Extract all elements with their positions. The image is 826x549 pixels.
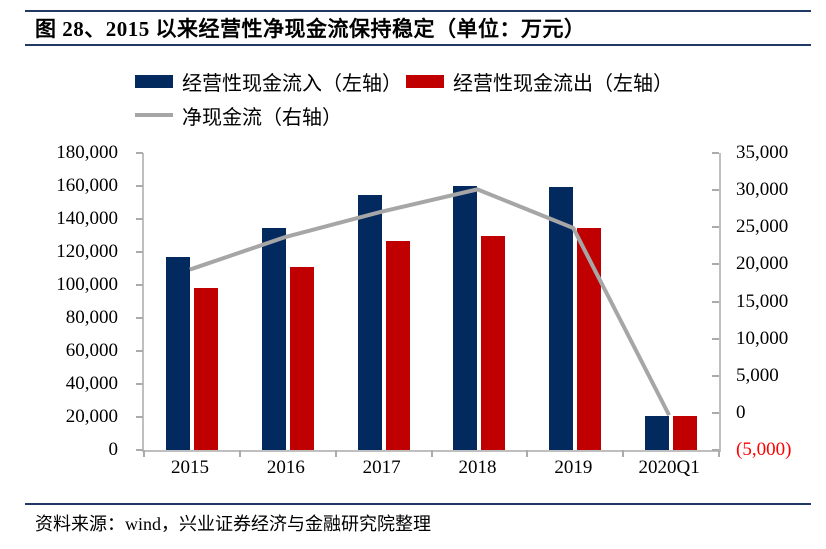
left-axis-label: 80,000 xyxy=(65,307,118,328)
legend-label-inflow: 经营性现金流入（左轴） xyxy=(182,72,402,95)
bar-inflow-2015 xyxy=(165,257,190,450)
bar-outflow-2020Q1 xyxy=(673,415,698,450)
chart-legend: 经营性现金流入（左轴） 经营性现金流出（左轴） 净现金流（右轴） xyxy=(135,64,785,132)
footer-rule xyxy=(25,503,811,505)
legend-item-outflow: 经营性现金流出（左轴） xyxy=(406,67,673,96)
bar-outflow-2018 xyxy=(481,236,506,450)
legend-item-net: 净现金流（右轴） xyxy=(135,101,342,130)
right-axis-tick xyxy=(712,337,719,340)
figure-title: 图 28、2015 以来经营性净现金流保持稳定（单位：万元） xyxy=(35,17,586,41)
plot-area xyxy=(136,152,721,457)
bar-inflow-2016 xyxy=(261,228,286,450)
left-axis-label: 60,000 xyxy=(65,340,118,361)
left-axis-tick xyxy=(136,350,143,352)
left-axis-label: 0 xyxy=(108,439,119,460)
x-axis-tick xyxy=(334,450,337,457)
left-axis-label: 160,000 xyxy=(56,175,118,196)
right-axis-tick xyxy=(712,449,719,451)
inflow-swatch-icon xyxy=(135,74,173,88)
outflow-swatch-icon xyxy=(406,74,444,88)
right-axis-label: 30,000 xyxy=(736,179,789,201)
left-axis-tick xyxy=(136,185,143,187)
right-axis-tick xyxy=(712,263,719,266)
left-axis-tick xyxy=(136,284,143,286)
legend-row-2: 净现金流（右轴） xyxy=(135,98,785,132)
right-axis-label: 15,000 xyxy=(736,290,789,312)
right-axis-tick xyxy=(712,300,719,303)
legend-item-inflow: 经营性现金流入（左轴） xyxy=(135,67,402,96)
right-axis-tick xyxy=(712,189,719,192)
bar-inflow-2018 xyxy=(453,185,478,450)
right-axis-label: 5,000 xyxy=(736,364,779,386)
left-axis-label: 120,000 xyxy=(56,241,118,262)
x-axis-tick xyxy=(718,450,720,457)
legend-row-1: 经营性现金流入（左轴） 经营性现金流出（左轴） xyxy=(135,64,785,98)
right-axis-label: 25,000 xyxy=(736,216,789,238)
left-axis-tick xyxy=(136,416,143,418)
x-axis-tick xyxy=(238,450,241,457)
bar-outflow-2019 xyxy=(577,227,602,450)
right-axis-label: 20,000 xyxy=(736,253,789,275)
x-axis-label: 2016 xyxy=(266,457,305,478)
bar-inflow-2020Q1 xyxy=(645,416,670,450)
right-axis-tick xyxy=(712,374,719,377)
bar-outflow-2016 xyxy=(289,267,314,450)
x-axis-tick xyxy=(143,450,145,457)
net-line-swatch-icon xyxy=(135,113,173,117)
x-axis-label: 2017 xyxy=(362,457,401,478)
right-axis-tick xyxy=(712,411,719,414)
left-axis-label: 140,000 xyxy=(56,208,118,229)
bar-inflow-2017 xyxy=(357,195,382,450)
x-axis-label: 2019 xyxy=(554,457,593,478)
left-axis-label: 40,000 xyxy=(65,373,118,394)
x-axis-label: 2020Q1 xyxy=(638,457,700,478)
bar-outflow-2017 xyxy=(385,240,410,450)
left-axis-label: 20,000 xyxy=(65,406,118,427)
net-cashflow-line xyxy=(189,187,671,417)
left-axis-tick xyxy=(136,152,143,154)
left-axis-tick xyxy=(136,218,143,220)
left-axis-label: 180,000 xyxy=(56,142,118,163)
x-axis-label: 2018 xyxy=(458,457,497,478)
title-top-rule xyxy=(25,10,811,12)
legend-label-net: 净现金流（右轴） xyxy=(182,106,342,129)
bar-outflow-2015 xyxy=(193,288,218,450)
left-axis-tick xyxy=(136,449,143,451)
right-axis-label: 0 xyxy=(736,401,746,423)
legend-label-outflow: 经营性现金流出（左轴） xyxy=(453,72,673,95)
right-axis-label: 35,000 xyxy=(736,142,789,163)
right-axis-label: (5,000) xyxy=(736,439,792,460)
right-axis-label: 10,000 xyxy=(736,327,789,349)
x-axis-tick xyxy=(430,450,433,457)
right-axis-tick xyxy=(712,226,719,229)
left-axis-label: 100,000 xyxy=(56,274,118,295)
title-bottom-rule xyxy=(25,44,811,46)
left-axis-tick xyxy=(136,317,143,319)
x-axis-tick xyxy=(622,450,625,457)
bar-inflow-2019 xyxy=(549,187,574,450)
left-axis-tick xyxy=(136,383,143,385)
left-axis-tick xyxy=(136,251,143,253)
source-note: 资料来源：wind，兴业证券经济与金融研究院整理 xyxy=(35,514,431,534)
right-axis-tick xyxy=(712,152,719,154)
x-axis-label: 2015 xyxy=(171,457,209,478)
x-axis-tick xyxy=(526,450,529,457)
